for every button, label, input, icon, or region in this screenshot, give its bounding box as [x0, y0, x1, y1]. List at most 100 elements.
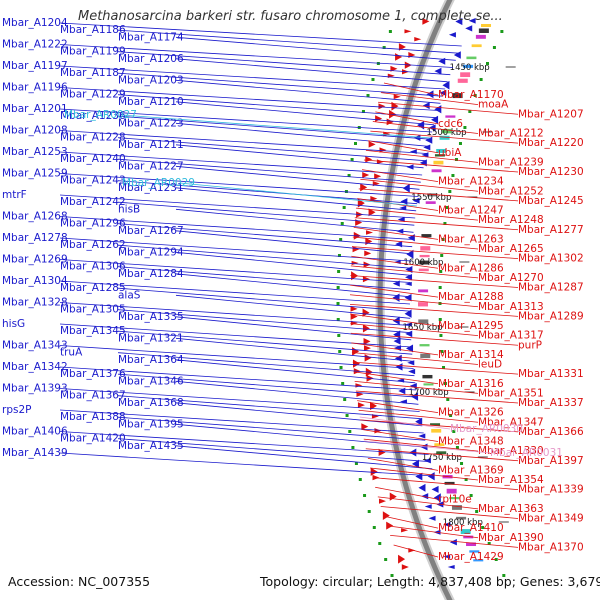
gene-label-reverse[interactable]: ubiA — [438, 147, 462, 159]
gene-label-reverse[interactable]: Mbar_A1316 — [438, 378, 504, 390]
gene-label-forward[interactable]: Mbar_A1335 — [118, 311, 184, 323]
gene-label-forward[interactable]: Mbar_A1367 — [60, 390, 126, 402]
gene-label-reverse[interactable]: Mbar_A1265 — [478, 243, 544, 255]
gene-label-reverse[interactable]: Mbar_A1247 — [438, 205, 504, 217]
gene-label-forward[interactable]: Mbar_A1328 — [2, 297, 68, 309]
gene-label-forward[interactable]: Mbar_A1222 — [2, 39, 68, 51]
gene-label-forward[interactable]: Mbar_A1201 — [2, 103, 68, 115]
gene-label-forward[interactable]: Mbar_A1368 — [118, 397, 184, 409]
rrna-label[interactable]: Mbar_AR0030 — [450, 423, 523, 435]
gene-label-forward[interactable]: Mbar_A1305 — [60, 304, 126, 316]
gene-label-reverse[interactable]: leuD — [478, 359, 502, 371]
gene-label-reverse[interactable]: Mbar_A1288 — [438, 291, 504, 303]
gene-label-forward[interactable]: Mbar_A1306 — [60, 261, 126, 273]
gene-label-forward[interactable]: Mbar_A1210 — [118, 96, 184, 108]
gene-label-forward[interactable]: Mbar_A1345 — [60, 325, 126, 337]
gene-label-reverse[interactable]: Mbar_A1239 — [478, 156, 544, 168]
gene-label-forward[interactable]: Mbar_A1294 — [118, 246, 184, 258]
gene-label-forward[interactable]: Mbar_A1196 — [2, 82, 68, 94]
gene-label-reverse[interactable]: Mbar_A1317 — [478, 330, 544, 342]
gene-label-reverse[interactable]: Mbar_A1397 — [518, 455, 584, 467]
gene-label-reverse[interactable]: purP — [518, 339, 542, 351]
gene-label-reverse[interactable]: Mbar_A1287 — [518, 282, 584, 294]
gene-label-reverse[interactable]: Mbar_A1330 — [478, 445, 544, 457]
gene-label-reverse[interactable]: Mbar_A1390 — [478, 532, 544, 544]
gene-label-forward[interactable]: Mbar_A1186 — [60, 24, 126, 36]
gene-label-reverse[interactable]: Mbar_A1363 — [478, 503, 544, 515]
gene-label-reverse[interactable]: Mbar_A1220 — [518, 137, 584, 149]
gene-label-forward[interactable]: Mbar_A1259 — [2, 168, 68, 180]
gene-label-reverse[interactable]: Mbar_A1252 — [478, 185, 544, 197]
trna-label[interactable]: Mbar_AR0027 — [64, 109, 137, 121]
trna-label[interactable]: Mbar_AR0029 — [122, 177, 195, 189]
rrna-label[interactable]: Mbar_AR0031 — [490, 447, 563, 459]
gene-label-reverse[interactable]: Mbar_A1170 — [438, 89, 504, 101]
gene-label-forward[interactable]: Mbar_A1240 — [60, 153, 126, 165]
gene-label-forward[interactable]: rps2P — [2, 404, 31, 416]
gene-label-forward[interactable]: Mbar_A1406 — [2, 426, 68, 438]
gene-label-forward[interactable]: Mbar_A1174 — [118, 31, 184, 43]
gene-label-reverse[interactable]: Mbar_A1248 — [478, 214, 544, 226]
gene-label-forward[interactable]: Mbar_A1267 — [118, 225, 184, 237]
gene-label-forward[interactable]: mtrF — [2, 189, 27, 201]
gene-label-forward[interactable]: Mbar_A1364 — [118, 354, 184, 366]
gene-label-reverse[interactable]: Mbar_A1370 — [518, 541, 584, 553]
gene-label-forward[interactable]: Mbar_A1199 — [60, 46, 126, 58]
gene-label-reverse[interactable]: Mbar_A1289 — [518, 310, 584, 322]
gene-label-forward[interactable]: Mbar_A1321 — [118, 332, 184, 344]
gene-label-reverse[interactable]: Mbar_A1326 — [438, 407, 504, 419]
gene-label-reverse[interactable]: Mbar_A1295 — [438, 320, 504, 332]
gene-label-forward[interactable]: Mbar_A1342 — [2, 361, 68, 373]
gene-label-forward[interactable]: Mbar_A1229 — [60, 89, 126, 101]
gene-label-forward[interactable]: Mbar_A1243 — [60, 175, 126, 187]
gene-label-reverse[interactable]: Mbar_A1263 — [438, 233, 504, 245]
gene-label-reverse[interactable]: Mbar_A1369 — [438, 464, 504, 476]
gene-label-forward[interactable]: hisG — [2, 318, 25, 330]
gene-label-forward[interactable]: Mbar_A1346 — [118, 375, 184, 387]
gene-label-forward[interactable]: Mbar_A1269 — [2, 254, 68, 266]
gene-label-forward[interactable]: alaS — [118, 289, 141, 301]
gene-label-forward[interactable]: Mbar_A1388 — [60, 411, 126, 423]
gene-label-forward[interactable]: Mbar_A1304 — [2, 275, 68, 287]
gene-label-forward[interactable]: Mbar_A1197 — [2, 60, 68, 72]
gene-label-reverse[interactable]: Mbar_A1331 — [518, 368, 584, 380]
gene-label-reverse[interactable]: Mbar_A1313 — [478, 301, 544, 313]
gene-label-forward[interactable]: Mbar_A1206 — [118, 53, 184, 65]
gene-label-reverse[interactable]: Mbar_A1245 — [518, 195, 584, 207]
gene-label-forward[interactable]: Mbar_A1211 — [118, 139, 184, 151]
gene-label-forward[interactable]: hisB — [118, 203, 140, 215]
gene-label-reverse[interactable]: Mbar_A1348 — [438, 436, 504, 448]
gene-label-reverse[interactable]: moaA — [478, 99, 509, 111]
gene-label-forward[interactable]: Mbar_A1376 — [60, 368, 126, 380]
gene-label-forward[interactable]: Mbar_A1227 — [118, 160, 184, 172]
gene-label-forward[interactable]: Mbar_A1285 — [60, 282, 126, 294]
gene-label-forward[interactable]: Mbar_A1393 — [2, 383, 68, 395]
gene-label-reverse[interactable]: Mbar_A1366 — [518, 426, 584, 438]
gene-label-reverse[interactable]: cdc6 — [438, 118, 463, 130]
gene-label-reverse[interactable]: Mbar_A1270 — [478, 272, 544, 284]
gene-label-forward[interactable]: Mbar_A1223 — [118, 117, 184, 129]
gene-label-reverse[interactable]: Mbar_A1349 — [518, 513, 584, 525]
gene-label-forward[interactable]: Mbar_A1395 — [118, 418, 184, 430]
gene-label-reverse[interactable]: Mbar_A1347 — [478, 416, 544, 428]
gene-label-reverse[interactable]: Mbar_A1337 — [518, 397, 584, 409]
gene-label-forward[interactable]: Mbar_A1204 — [2, 17, 68, 29]
gene-label-reverse[interactable]: Mbar_A1339 — [518, 484, 584, 496]
gene-label-reverse[interactable]: Mbar_A1302 — [518, 253, 584, 265]
gene-label-forward[interactable]: Mbar_A1278 — [2, 232, 68, 244]
gene-label-reverse[interactable]: Mbar_A1234 — [438, 176, 504, 188]
gene-label-forward[interactable]: Mbar_A1242 — [60, 196, 126, 208]
gene-label-forward[interactable]: Mbar_A1420 — [60, 433, 126, 445]
gene-label-forward[interactable]: Mbar_A1253 — [2, 146, 68, 158]
gene-label-forward[interactable]: truA — [60, 347, 83, 359]
gene-label-reverse[interactable]: Mbar_A1286 — [438, 262, 504, 274]
gene-label-reverse[interactable]: Mbar_A1354 — [478, 474, 544, 486]
gene-label-forward[interactable]: Mbar_A1236 — [60, 110, 126, 122]
gene-label-forward[interactable]: Mbar_A1203 — [118, 74, 184, 86]
gene-label-forward[interactable]: Mbar_A1262 — [60, 239, 126, 251]
gene-label-forward[interactable]: Mbar_A1435 — [118, 440, 184, 452]
gene-label-forward[interactable]: Mbar_A1343 — [2, 340, 68, 352]
gene-label-reverse[interactable]: Mbar_A1207 — [518, 108, 584, 120]
gene-label-reverse[interactable]: Mbar_A1230 — [518, 166, 584, 178]
gene-label-forward[interactable]: Mbar_A1187 — [60, 67, 126, 79]
